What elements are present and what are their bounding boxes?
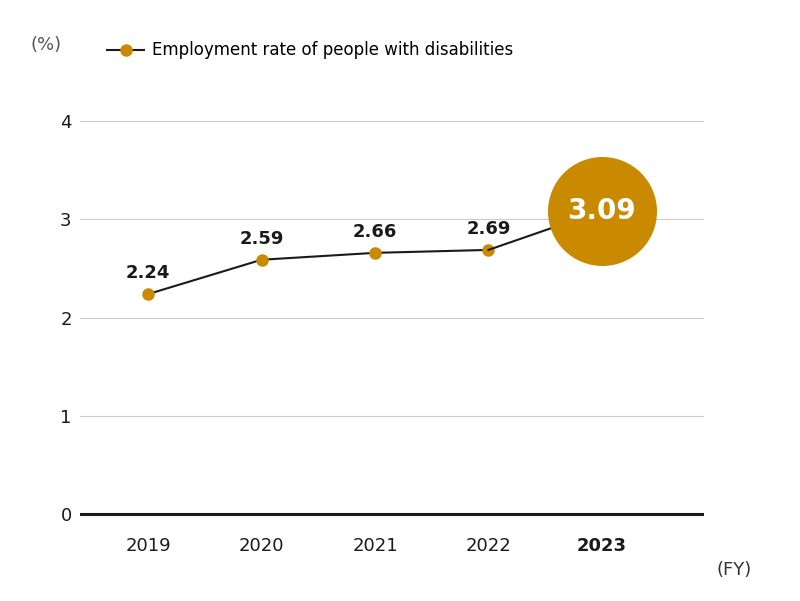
Text: 2.59: 2.59 bbox=[239, 230, 284, 248]
Legend: Employment rate of people with disabilities: Employment rate of people with disabilit… bbox=[101, 35, 520, 66]
Point bbox=[595, 206, 608, 215]
Text: (%): (%) bbox=[30, 36, 62, 54]
Text: 2.69: 2.69 bbox=[466, 220, 510, 238]
Text: (FY): (FY) bbox=[717, 561, 752, 579]
Text: 3.09: 3.09 bbox=[567, 197, 636, 225]
Text: 2.24: 2.24 bbox=[126, 264, 170, 282]
Text: 2.66: 2.66 bbox=[353, 223, 397, 241]
